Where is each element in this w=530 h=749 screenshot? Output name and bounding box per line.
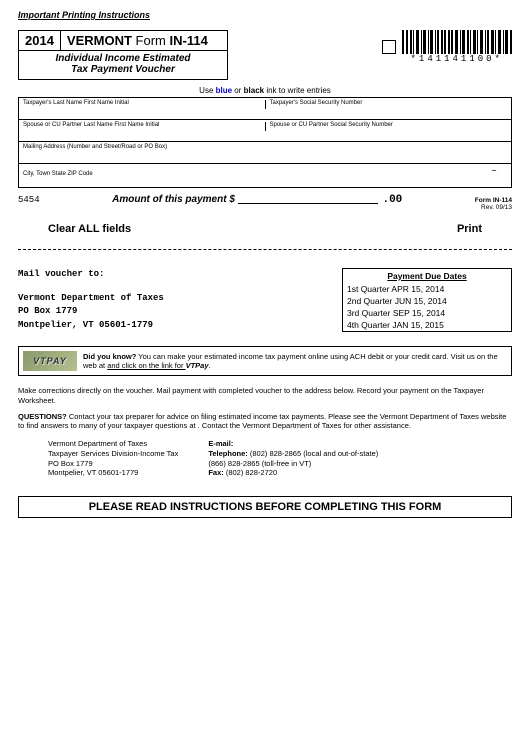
form-code: 5454 (18, 195, 40, 205)
payment-amount-label: Amount of this payment $ .00 (112, 194, 402, 206)
contact-info: Vermont Department of Taxes Taxpayer Ser… (48, 439, 512, 478)
tax-year: 2014 (19, 31, 61, 50)
barcode-text: *141141100* (411, 54, 503, 64)
form-title-box: 2014 VERMONT Form IN-114 Individual Inco… (18, 30, 228, 80)
questions-instruction: QUESTIONS? Contact your tax preparer for… (18, 412, 512, 432)
clear-button[interactable]: Clear ALL fields (48, 223, 131, 235)
field-city-state-zip[interactable]: City, Town State ZIP Code (23, 171, 93, 177)
field-mailing-address[interactable]: Mailing Address (Number and Street/Road … (19, 142, 511, 164)
checkbox[interactable] (382, 40, 396, 54)
vtpay-banner: VTPAY Did you know? You can make your es… (18, 346, 512, 376)
field-taxpayer-ssn[interactable]: Taxpayer's Social Security Number (266, 100, 508, 109)
barcode: *141141100* (402, 30, 513, 64)
mailing-address-block: Mail voucher to: Vermont Department of T… (18, 268, 164, 332)
ink-instruction: Use blue or black ink to write entries (18, 86, 512, 95)
zip-dash: – (491, 166, 507, 177)
footer-instruction: PLEASE READ INSTRUCTIONS BEFORE COMPLETI… (18, 496, 512, 518)
field-taxpayer-name[interactable]: Taxpayer's Last Name First Name Initial (23, 100, 266, 109)
field-spouse-name[interactable]: Spouse or CU Partner Last Name First Nam… (23, 122, 266, 131)
due-dates-box: Payment Due Dates 1st Quarter APR 15, 20… (342, 268, 512, 332)
printing-instructions-link[interactable]: Important Printing Instructions (18, 10, 150, 20)
form-subtitle: Individual Income Estimated Tax Payment … (19, 51, 227, 79)
field-spouse-ssn[interactable]: Spouse or CU Partner Social Security Num… (266, 122, 508, 131)
form-id: VERMONT Form IN-114 (61, 31, 214, 50)
form-revision: Form IN-114 Rev. 09/13 (475, 197, 512, 211)
print-button[interactable]: Print (457, 223, 482, 235)
correction-instruction: Make corrections directly on the voucher… (18, 386, 512, 406)
taxpayer-fields: Taxpayer's Last Name First Name Initial … (18, 97, 512, 188)
vtpay-logo: VTPAY (23, 351, 77, 371)
payment-amount-input[interactable] (238, 203, 378, 204)
tear-line (18, 249, 512, 250)
